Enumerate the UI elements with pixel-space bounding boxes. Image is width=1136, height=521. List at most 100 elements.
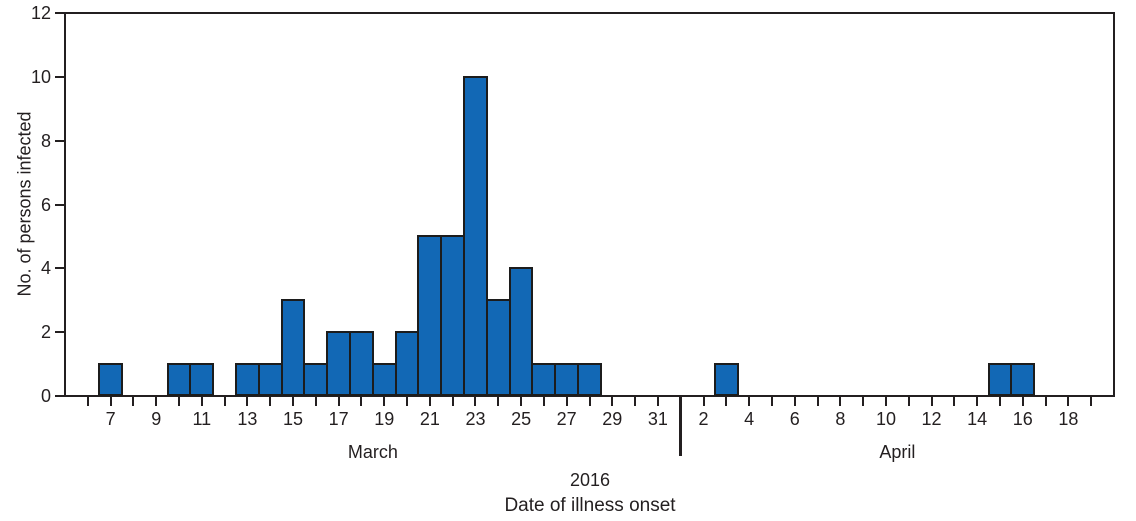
x-tick-april-19 <box>1090 396 1093 406</box>
y-tick-10 <box>55 75 64 78</box>
x-tick-label-april-8: 8 <box>835 409 846 429</box>
x-tick-label-april-12: 12 <box>921 409 942 429</box>
x-tick-label-march-11: 11 <box>192 409 212 429</box>
x-tick-march-28 <box>588 396 591 406</box>
x-tick-march-31 <box>656 396 659 406</box>
x-tick-label-march-27: 27 <box>556 409 577 429</box>
bar-march-26 <box>531 363 557 396</box>
bar-march-21 <box>417 235 443 396</box>
x-tick-march-8 <box>132 396 135 406</box>
bar-march-16 <box>303 363 329 396</box>
bar-march-22 <box>440 235 466 396</box>
x-tick-april-8 <box>839 396 842 406</box>
y-tick-label-2: 2 <box>40 322 51 343</box>
bar-april-3 <box>713 363 739 396</box>
bar-march-11 <box>189 363 215 396</box>
y-tick-0 <box>55 395 64 397</box>
x-tick-march-7 <box>109 396 112 406</box>
bar-march-24 <box>485 299 511 396</box>
x-tick-april-5 <box>770 396 773 406</box>
x-tick-march-23 <box>474 396 477 406</box>
bar-march-18 <box>349 331 374 396</box>
bar-march-14 <box>257 363 283 396</box>
x-tick-march-9 <box>155 396 158 406</box>
x-tick-march-13 <box>246 396 249 406</box>
x-tick-april-12 <box>930 396 933 406</box>
y-tick-label-12: 12 <box>30 3 51 23</box>
x-tick-april-13 <box>953 396 956 406</box>
x-tick-label-april-6: 6 <box>789 409 800 429</box>
bar-march-27 <box>554 363 580 396</box>
x-tick-label-march-7: 7 <box>105 409 116 429</box>
x-tick-label-march-23: 23 <box>465 409 486 429</box>
x-axis-title: Date of illness onset <box>504 495 676 516</box>
x-tick-march-18 <box>360 396 363 406</box>
bar-march-13 <box>235 363 260 396</box>
x-tick-april-16 <box>1021 396 1024 406</box>
x-tick-april-14 <box>976 396 979 406</box>
x-tick-label-april-10: 10 <box>875 409 896 429</box>
y-tick-label-6: 6 <box>40 194 51 215</box>
month-label-march: March <box>347 442 398 462</box>
x-tick-march-21 <box>428 396 431 406</box>
bar-march-10 <box>166 363 192 396</box>
bar-march-19 <box>371 363 397 396</box>
bar-march-15 <box>280 299 306 396</box>
x-tick-march-29 <box>611 396 614 406</box>
x-tick-label-april-18: 18 <box>1058 409 1079 429</box>
x-tick-march-20 <box>406 396 409 406</box>
x-tick-march-25 <box>520 396 523 406</box>
x-tick-march-30 <box>634 396 637 406</box>
x-tick-april-3 <box>725 396 728 406</box>
bar-april-16 <box>1010 363 1036 396</box>
bar-march-17 <box>326 331 352 396</box>
x-tick-march-6 <box>86 396 89 406</box>
y-tick-label-0: 0 <box>40 386 51 406</box>
y-tick-8 <box>55 139 64 142</box>
x-tick-march-14 <box>269 396 272 406</box>
y-tick-12 <box>55 12 64 14</box>
x-tick-march-24 <box>497 396 500 406</box>
x-tick-label-march-29: 29 <box>602 409 623 429</box>
x-tick-label-march-13: 13 <box>237 409 258 429</box>
x-tick-march-27 <box>565 396 568 406</box>
x-tick-label-april-16: 16 <box>1012 409 1033 429</box>
bar-march-20 <box>394 331 420 396</box>
x-tick-march-11 <box>200 396 203 406</box>
x-tick-april-6 <box>793 396 796 406</box>
x-tick-label-march-17: 17 <box>328 409 349 429</box>
x-tick-label-march-21: 21 <box>419 409 440 429</box>
bar-march-7 <box>98 363 123 396</box>
bar-april-15 <box>987 363 1013 396</box>
x-tick-label-april-2: 2 <box>698 409 709 429</box>
x-tick-april-18 <box>1067 396 1070 406</box>
month-label-april: April <box>879 442 916 462</box>
x-tick-label-april-4: 4 <box>744 409 755 429</box>
plot-area <box>64 12 1115 397</box>
month-separator <box>679 396 683 456</box>
x-tick-label-march-19: 19 <box>374 409 395 429</box>
x-tick-march-15 <box>292 396 295 406</box>
x-tick-april-10 <box>884 396 887 406</box>
y-tick-label-4: 4 <box>40 258 51 279</box>
y-tick-6 <box>55 203 64 206</box>
x-tick-april-17 <box>1044 396 1047 406</box>
x-tick-april-2 <box>702 396 705 406</box>
x-tick-april-4 <box>748 396 751 406</box>
y-tick-2 <box>55 331 64 334</box>
x-tick-march-26 <box>542 396 545 406</box>
bar-march-25 <box>508 267 534 396</box>
x-tick-march-19 <box>383 396 386 406</box>
x-tick-april-15 <box>998 396 1001 406</box>
y-tick-label-8: 8 <box>40 130 51 151</box>
x-tick-march-16 <box>314 396 317 406</box>
x-tick-april-9 <box>862 396 865 406</box>
x-tick-label-march-31: 31 <box>647 409 668 429</box>
bar-march-23 <box>463 75 488 396</box>
x-tick-label-march-9: 9 <box>151 409 162 429</box>
x-tick-label-march-25: 25 <box>511 409 532 429</box>
x-tick-label-march-15: 15 <box>283 409 304 429</box>
x-tick-march-22 <box>451 396 454 406</box>
year-label: 2016 <box>569 470 611 490</box>
